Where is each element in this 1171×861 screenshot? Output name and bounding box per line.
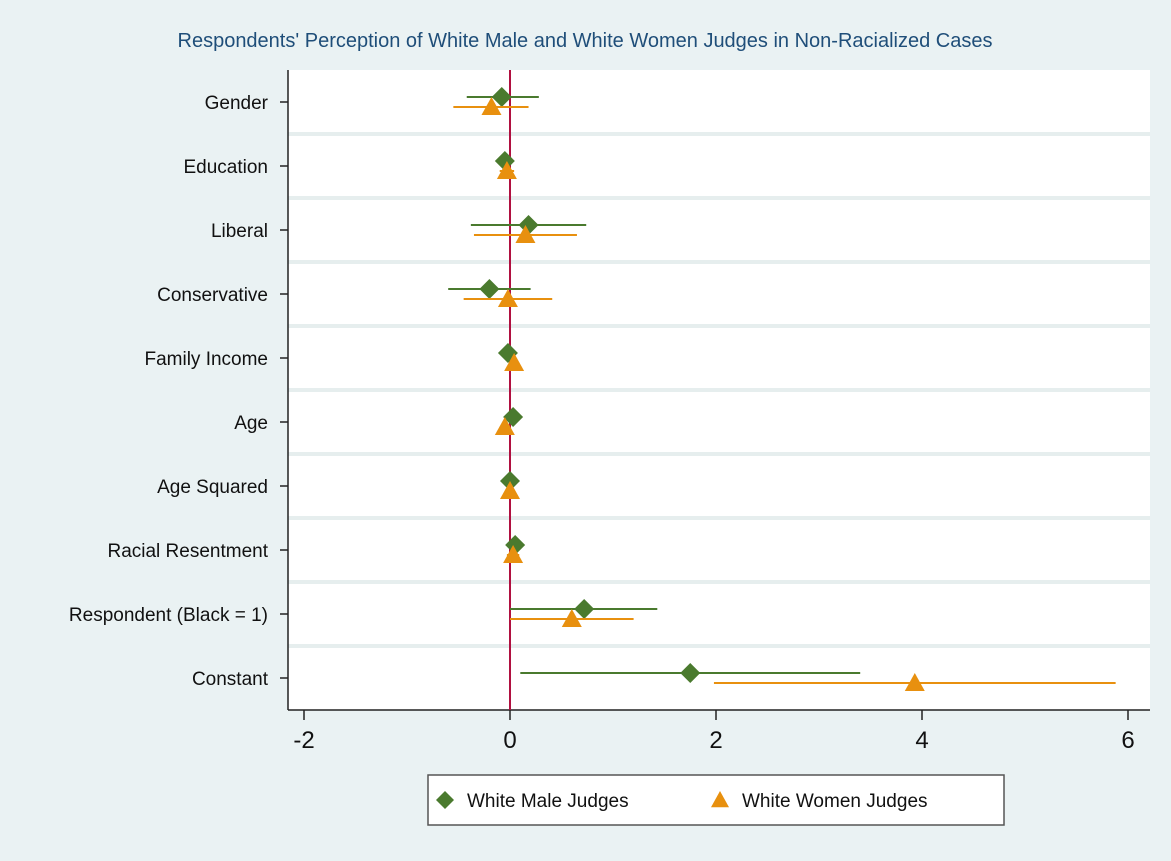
point-marker: [494, 417, 515, 435]
point-marker: [515, 225, 536, 243]
y-tick-label: Respondent (Black = 1): [69, 605, 268, 626]
y-tick-label: Gender: [205, 93, 269, 114]
legend-marker: [711, 791, 729, 808]
point-marker: [497, 289, 518, 307]
legend-marker: [436, 791, 454, 809]
point-marker: [574, 599, 595, 619]
x-tick-label: 6: [1121, 727, 1134, 754]
point-marker: [503, 407, 524, 427]
x-tick-label: 0: [503, 727, 516, 754]
chart-title: Respondents' Perception of White Male an…: [178, 30, 993, 52]
series-white-women-judges: [453, 97, 1116, 691]
point-marker: [481, 97, 502, 115]
legend-label: White Women Judges: [742, 791, 928, 812]
legend-label: White Male Judges: [467, 791, 629, 812]
point-marker: [491, 87, 512, 107]
x-tick-label: -2: [293, 727, 314, 754]
y-tick-label: Education: [183, 157, 268, 178]
point-marker: [500, 481, 520, 499]
point-marker: [904, 673, 925, 691]
legend: White Male Judges White Women Judges: [427, 774, 1005, 826]
point-marker: [505, 535, 526, 555]
point-marker: [504, 353, 525, 371]
y-tick-label: Constant: [192, 669, 269, 690]
x-tick-label: 2: [709, 727, 722, 754]
point-marker: [494, 151, 515, 171]
y-tick-label: Age Squared: [157, 477, 268, 498]
y-tick-label: Age: [234, 413, 268, 434]
point-marker: [680, 663, 701, 683]
y-tick-label: Family Income: [144, 349, 268, 370]
point-marker: [561, 609, 582, 627]
y-tick-label: Liberal: [211, 221, 268, 242]
point-marker: [496, 161, 517, 179]
x-tick-label: 4: [915, 727, 928, 754]
point-marker: [503, 545, 524, 563]
y-tick-label: Racial Resentment: [107, 541, 268, 562]
y-tick-label: Conservative: [157, 285, 268, 306]
point-marker: [479, 279, 500, 299]
